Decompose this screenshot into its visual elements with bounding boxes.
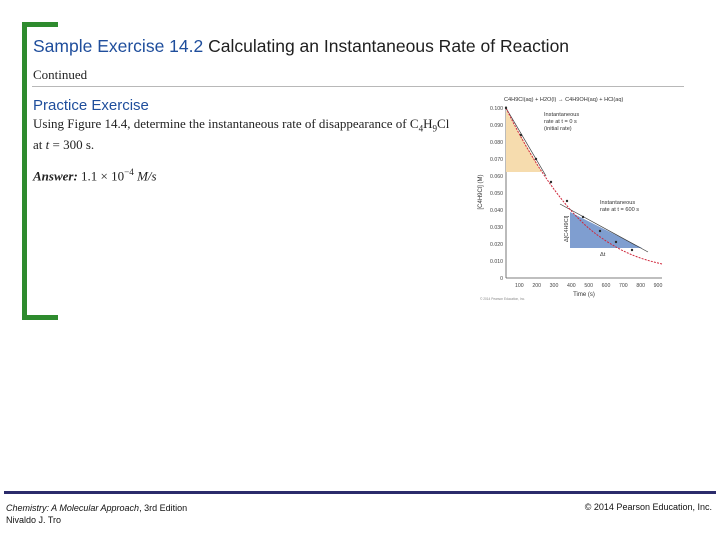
answer-exponent: −4 [124, 167, 134, 177]
book-author: Nivaldo J. Tro [6, 515, 62, 525]
page-title: Sample Exercise 14.2 Calculating an Inst… [33, 36, 569, 57]
x-tick-label: 500 [584, 283, 593, 289]
later-rate-annotation-line-1: Instantaneous [600, 200, 635, 206]
footer-divider [4, 491, 716, 494]
delta-time-label: Δt [600, 252, 606, 258]
answer-label: Answer: [33, 168, 78, 184]
x-tick-label: 200 [532, 283, 541, 289]
figure-y-label: [C4H9Cl] (M) [478, 174, 484, 209]
footer-citation: Chemistry: A Molecular Approach, 3rd Edi… [6, 502, 187, 526]
left-bracket-decoration [22, 22, 58, 320]
initial-rate-annotation-line-1: Instantaneous [544, 112, 579, 118]
y-tick-label: 0.070 [490, 157, 503, 163]
x-tick-label: 300 [550, 283, 559, 289]
answer-value: 1.1 × 10 [81, 168, 125, 184]
compound-formula: C4H9Cl [409, 116, 450, 134]
answer-unit: M/s [137, 168, 157, 184]
delta-concentration-label: Δ[C4H9Cl] [564, 215, 570, 242]
time-variable: t [45, 136, 50, 152]
x-tick-label: 400 [567, 283, 576, 289]
practice-question: Using Figure 14.4, determine the instant… [33, 116, 453, 153]
exercise-number: Sample Exercise 14.2 [33, 36, 204, 56]
figure-y-ticks: 0.100 0.090 0.080 0.070 0.060 0.050 0.040 0.030… [490, 106, 503, 282]
x-tick-label: 800 [636, 283, 645, 289]
continued-label: Continued [33, 67, 88, 82]
practice-heading: Practice Exercise [33, 97, 149, 114]
initial-rate-annotation-line-2: rate at t = 0 s [544, 119, 577, 125]
later-rate-annotation-line-2: rate at t = 600 s [600, 207, 639, 213]
y-tick-label: 0.050 [490, 191, 503, 197]
question-text: Using Figure 14.4, determine the instant… [33, 116, 407, 131]
initial-rate-annotation-line-3: (initial rate) [544, 126, 572, 132]
header-divider [32, 86, 684, 87]
practice-answer: Answer: 1.1 × 10−4 M/s [33, 167, 157, 184]
y-tick-label: 0.010 [490, 259, 503, 265]
y-tick-label: 0.030 [490, 225, 503, 231]
footer-copyright: © 2014 Pearson Education, Inc. [584, 502, 712, 512]
concentration-curve [505, 107, 663, 265]
concentration-time-figure: C4H9Cl(aq) + H2O(l) → C4H9OH(aq) + HCl(a… [478, 97, 663, 301]
y-tick-label: 0.080 [490, 140, 503, 146]
figure-credit: © 2014 Pearson Education, Inc. [480, 297, 525, 301]
figure-x-ticks: 100 200 300 400 500 600 700 800 900 [515, 283, 662, 289]
x-tick-label: 100 [515, 283, 524, 289]
y-tick-label: 0.100 [490, 106, 503, 112]
y-tick-label: 0.020 [490, 242, 503, 248]
time-value: = 300 s. [52, 136, 95, 152]
curve-data-points [504, 106, 634, 252]
y-tick-label: 0.060 [490, 174, 503, 180]
y-tick-label: 0.090 [490, 123, 503, 129]
y-tick-label: 0 [500, 276, 503, 282]
initial-tangent-line [505, 107, 547, 177]
x-tick-label: 700 [619, 283, 628, 289]
question-tail: at [33, 136, 43, 152]
figure-equation: C4H9Cl(aq) + H2O(l) → C4H9OH(aq) + HCl(a… [504, 97, 623, 103]
x-tick-label: 600 [602, 283, 611, 289]
x-tick-label: 900 [654, 283, 663, 289]
book-title: Chemistry: A Molecular Approach [6, 503, 140, 513]
later-tangent-line [559, 203, 649, 253]
y-tick-label: 0.040 [490, 208, 503, 214]
exercise-title: Calculating an Instantaneous Rate of Rea… [208, 36, 570, 56]
figure-x-label: Time (s) [573, 292, 595, 298]
book-edition: , 3rd Edition [139, 503, 188, 513]
